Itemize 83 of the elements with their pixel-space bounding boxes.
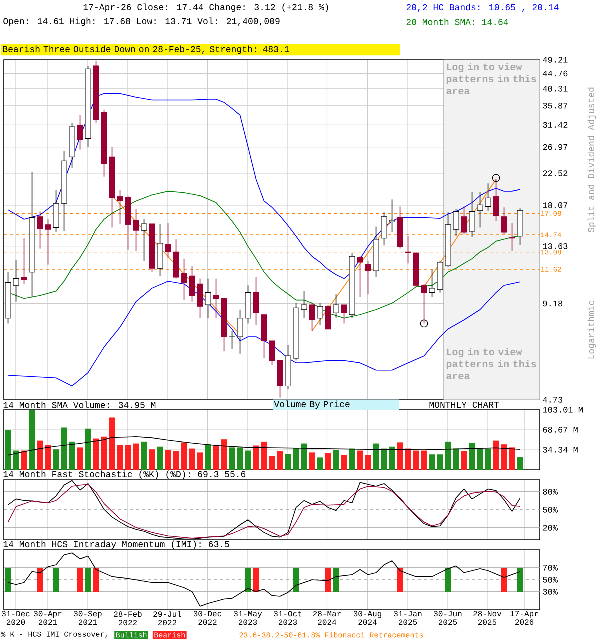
text: Logarithmic [588,300,596,359]
x-tick-label: 28-Nov 2025 [474,611,502,626]
candlestick [509,222,516,252]
y-tick-label: 50% [543,507,558,513]
bar [29,410,36,470]
x-tick-label: 28-Mar 2024 [313,611,341,626]
x-tick-label: 31-Oct 2023 [274,611,302,626]
x-tick-label: 31-Dec 2020 [2,611,30,626]
bar [333,450,340,470]
bar [349,448,356,470]
y-tick-label: 34.34 M [543,447,578,453]
candlestick [77,114,84,150]
x-tick-label: 30-Aug 2024 [354,611,382,626]
y-tick-label: 20% [543,525,558,531]
y-tick-label: 103.01 M [543,407,583,413]
bar [317,458,324,470]
candlestick [461,206,468,235]
bar [461,451,468,470]
y-tick-label: 13.63 [543,243,568,250]
chart-title: 14 Month HCS Intraday Momentum (IMI): 63.5 [4,540,230,550]
bar [85,428,92,470]
bar [517,458,524,470]
y-tick-label: 22.52 [543,170,568,176]
y-tick-label: 26.97 [543,144,568,150]
candlestick [501,207,508,235]
y-tick-label: 18.07 [543,202,568,208]
bar [149,450,156,470]
text: MONTHLY CHART [430,402,500,408]
candlestick [141,219,148,262]
bar [157,446,164,470]
chart-title: 14 Month Fast Stochastic (%K) (%D): 69.3 55.6 [4,470,246,480]
candlestick [205,278,212,319]
annotation: Log in to view patterns in this area [446,63,536,95]
candlestick [253,277,260,326]
candlestick [325,304,332,330]
y-tick-label: 30% [543,589,558,595]
candlestick [341,304,348,324]
bar [309,452,316,470]
candlestick [365,260,372,295]
x-tick-label: 31-May 2023 [234,611,262,626]
x-tick-label: 29-Jul 2022 [154,611,182,626]
bar [341,455,348,470]
y-tick-label: 9.18 [543,300,563,307]
y-tick-label: 68.67 M [543,427,578,433]
x-tick-label: 31-Jan 2025 [394,611,422,626]
x-tick-label: 28-Feb 2022 [114,611,142,626]
bar [325,453,332,470]
y-tick-label: 50% [543,577,558,583]
x-tick-label: 30-Sep 2021 [74,611,102,626]
x-tick-label: 30-Jun 2025 [434,611,462,626]
y-axis-title: Split and Dividend Adjusted [588,88,596,233]
bar [205,444,212,470]
y-tick-label: 40.31 [543,86,568,92]
candlestick [317,303,324,326]
y-tick-label: 44.76 [543,70,568,77]
candlestick [309,303,316,332]
chart-title: 14 Month SMA Volume: 34.95 M [4,402,156,408]
text: Bearish Three Outside Down on 28-Feb-25, Strength: 483.1 [3,46,290,54]
text: Volume By Price [274,400,350,410]
annotation: Log in to view patterns in this area [446,348,536,380]
y-tick-label: 31.42 [543,122,568,128]
y-tick-label: 35.87 [543,103,568,109]
y-tick-label: 4.73 [543,397,563,403]
candlestick [357,256,364,298]
line-series [8,436,521,456]
chart-title: 17-Apr-26 Close: 17.44 Change: 3.12 (+21.8 %) [84,4,328,12]
bar [141,442,148,470]
chart-subtitle: Open: 14.61 High: 17.68 Low: 13.71 Vol: 21,400,009 [4,18,280,26]
bar [21,450,28,470]
x-tick-label: 17-Apr 2026 [510,611,538,626]
line-series [8,552,521,607]
bar [77,448,84,470]
y-tick-label: 70% [543,565,558,571]
y-tick-label: 49.21 [543,57,568,63]
candlestick [469,192,476,238]
x-tick-label: 30-Dec 2022 [194,611,222,626]
candlestick [229,330,236,350]
text: 20 Month SMA: 14.64 [406,18,508,26]
text: 20,2 HC Bands: 10.65 , 20.14 [406,4,559,12]
candlestick [333,294,340,319]
x-tick-label: 30-Apr 2021 [34,611,62,626]
y-tick-label: 80% [543,489,558,495]
candlestick [21,238,28,285]
